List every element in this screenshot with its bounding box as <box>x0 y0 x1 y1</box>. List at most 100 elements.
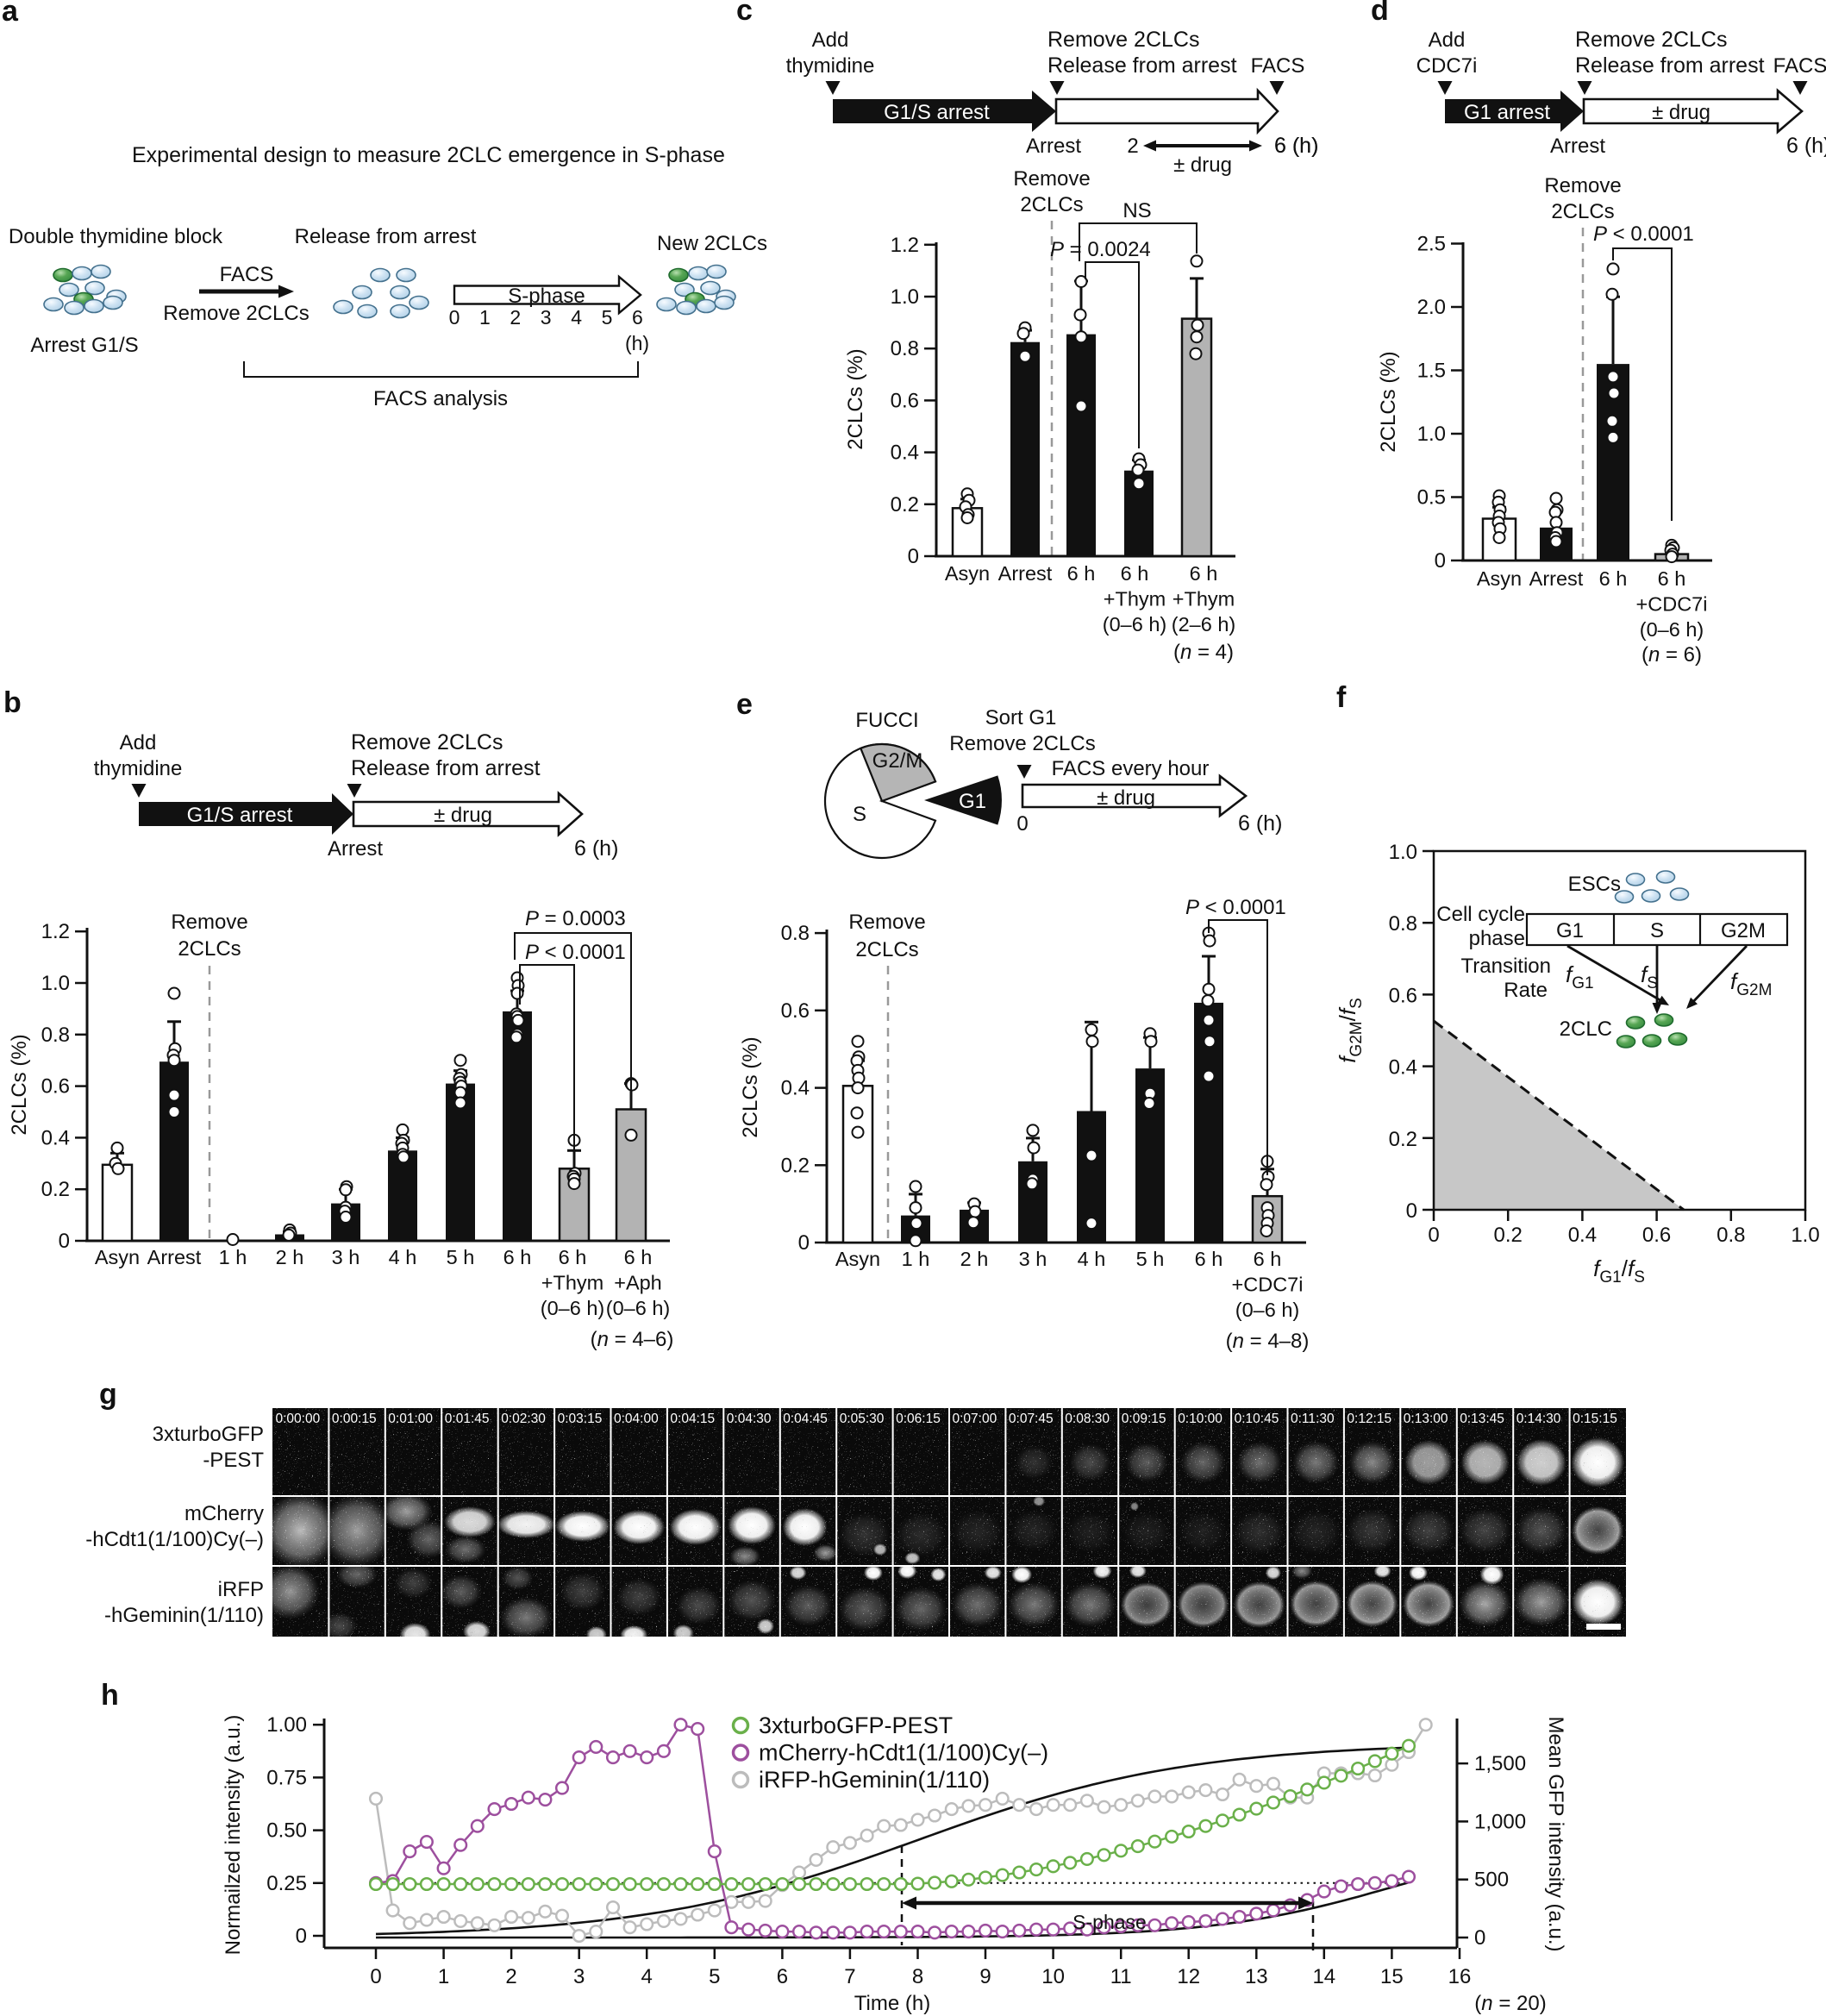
svg-text:(2–6 h): (2–6 h) <box>1172 613 1235 635</box>
svg-text:2 h: 2 h <box>276 1246 304 1268</box>
svg-text:2: 2 <box>510 306 521 329</box>
svg-text:P < 0.0001: P < 0.0001 <box>1593 222 1694 246</box>
svg-text:2 h: 2 h <box>960 1248 989 1270</box>
svg-text:Rate: Rate <box>1504 979 1548 1002</box>
svg-text:0:00:15: 0:00:15 <box>332 1412 377 1426</box>
svg-text:0.6: 0.6 <box>41 1075 70 1099</box>
svg-text:3xturboGFP-PEST: 3xturboGFP-PEST <box>759 1712 953 1738</box>
svg-text:0.2: 0.2 <box>891 493 919 517</box>
svg-text:4: 4 <box>641 1965 653 1988</box>
svg-text:± drug: ± drug <box>1652 101 1710 124</box>
svg-text:0.2: 0.2 <box>1389 1128 1417 1151</box>
svg-text:Release from arrest: Release from arrest <box>295 225 477 248</box>
svg-text:6 (h): 6 (h) <box>1274 134 1318 158</box>
svg-text:Asyn: Asyn <box>835 1248 880 1270</box>
svg-text:thymidine: thymidine <box>94 757 183 780</box>
svg-text:0: 0 <box>1474 1926 1485 1950</box>
svg-text:FACS every hour: FACS every hour <box>1052 757 1210 780</box>
svg-text:6 h: 6 h <box>559 1246 587 1268</box>
svg-text:0:04:00: 0:04:00 <box>614 1412 659 1426</box>
svg-text:-hCdt1(1/100)Cy(–): -hCdt1(1/100)Cy(–) <box>85 1528 264 1551</box>
svg-text:0: 0 <box>296 1925 307 1948</box>
svg-text:6 h: 6 h <box>1121 562 1149 585</box>
svg-text:S-phase: S-phase <box>508 285 585 308</box>
svg-text:NS: NS <box>1122 199 1151 222</box>
svg-text:9: 9 <box>979 1965 991 1988</box>
svg-text:0.6: 0.6 <box>891 389 919 412</box>
svg-text:2CLCs (%): 2CLCs (%) <box>8 1034 31 1135</box>
svg-text:0: 0 <box>370 1965 381 1988</box>
svg-text:0:11:30: 0:11:30 <box>1291 1412 1335 1426</box>
svg-text:0: 0 <box>59 1230 70 1253</box>
svg-text:(0–6 h): (0–6 h) <box>606 1297 670 1319</box>
svg-text:± drug: ± drug <box>1097 786 1155 810</box>
svg-text:Remove 2CLCs: Remove 2CLCs <box>949 732 1095 755</box>
svg-text:1.0: 1.0 <box>1791 1224 1819 1247</box>
svg-text:6: 6 <box>777 1965 788 1988</box>
svg-text:h: h <box>101 1679 119 1712</box>
svg-text:2CLCs: 2CLCs <box>178 937 241 961</box>
svg-text:Arrest G1/S: Arrest G1/S <box>30 334 138 357</box>
svg-text:0:04:15: 0:04:15 <box>670 1412 715 1426</box>
svg-text:3xturboGFP: 3xturboGFP <box>153 1423 264 1446</box>
svg-text:2CLCs (%): 2CLCs (%) <box>739 1036 762 1137</box>
svg-text:3 h: 3 h <box>332 1246 360 1268</box>
svg-text:(0–6 h): (0–6 h) <box>541 1297 604 1319</box>
svg-text:(n = 4–8): (n = 4–8) <box>1226 1330 1310 1353</box>
svg-text:0:09:15: 0:09:15 <box>1122 1412 1166 1426</box>
svg-text:ESCs: ESCs <box>1568 873 1621 896</box>
svg-text:± drug: ± drug <box>1173 153 1232 177</box>
svg-text:fG2M/fS: fG2M/fS <box>1335 998 1366 1063</box>
svg-text:-hGeminin(1/110): -hGeminin(1/110) <box>104 1604 264 1627</box>
svg-text:2CLCs (%): 2CLCs (%) <box>1377 351 1400 452</box>
svg-text:6 (h): 6 (h) <box>1238 811 1282 836</box>
svg-text:Arrest: Arrest <box>1550 135 1605 158</box>
svg-text:1.0: 1.0 <box>41 972 70 995</box>
svg-text:0.8: 0.8 <box>1389 912 1417 936</box>
svg-text:(n = 4): (n = 4) <box>1173 641 1234 664</box>
svg-text:thymidine: thymidine <box>786 54 875 78</box>
svg-text:7: 7 <box>844 1965 855 1988</box>
svg-text:Remove: Remove <box>848 911 925 934</box>
svg-text:8: 8 <box>912 1965 923 1988</box>
svg-text:+Thym: +Thym <box>1173 588 1235 610</box>
svg-text:FUCCI: FUCCI <box>855 709 918 732</box>
svg-text:S-phase: S-phase <box>1072 1911 1147 1933</box>
svg-text:1.2: 1.2 <box>41 920 70 943</box>
svg-text:d: d <box>1371 0 1389 27</box>
svg-text:6 h: 6 h <box>1067 562 1096 585</box>
svg-text:0:03:15: 0:03:15 <box>558 1412 603 1426</box>
svg-text:iRFP-hGeminin(1/110): iRFP-hGeminin(1/110) <box>759 1767 990 1793</box>
svg-text:0:07:45: 0:07:45 <box>1009 1412 1054 1426</box>
svg-text:1.0: 1.0 <box>1417 423 1446 446</box>
svg-text:(n = 20): (n = 20) <box>1474 1992 1546 2015</box>
svg-text:(n = 6): (n = 6) <box>1642 643 1702 667</box>
svg-text:Remove: Remove <box>171 911 247 934</box>
svg-text:0.2: 0.2 <box>41 1178 70 1201</box>
svg-text:0.4: 0.4 <box>781 1077 810 1100</box>
svg-text:G1 arrest: G1 arrest <box>1464 101 1550 124</box>
svg-text:1 h: 1 h <box>219 1246 247 1268</box>
svg-text:Mean GFP intensity (a.u.): Mean GFP intensity (a.u.) <box>1544 1717 1567 1952</box>
svg-text:0: 0 <box>449 306 460 329</box>
svg-text:Arrest: Arrest <box>147 1246 202 1268</box>
svg-text:0:06:15: 0:06:15 <box>896 1412 941 1426</box>
svg-text:0.50: 0.50 <box>266 1819 307 1843</box>
svg-text:CDC7i: CDC7i <box>1416 54 1478 78</box>
svg-text:6: 6 <box>632 306 643 329</box>
svg-text:FACS: FACS <box>1251 54 1305 78</box>
svg-text:1: 1 <box>438 1965 449 1988</box>
svg-text:Release from arrest: Release from arrest <box>351 756 541 780</box>
svg-text:6 h: 6 h <box>1599 567 1628 590</box>
svg-text:Remove 2CLCs: Remove 2CLCs <box>163 302 309 325</box>
svg-text:0.8: 0.8 <box>41 1024 70 1047</box>
svg-text:(0–6 h): (0–6 h) <box>1103 613 1166 635</box>
svg-text:11: 11 <box>1110 1965 1132 1988</box>
svg-text:fG1: fG1 <box>1566 961 1594 992</box>
svg-text:0.8: 0.8 <box>781 922 810 945</box>
svg-text:6 (h): 6 (h) <box>574 836 618 861</box>
svg-text:0:01:00: 0:01:00 <box>388 1412 433 1426</box>
svg-text:6 (h): 6 (h) <box>1786 134 1826 158</box>
svg-text:Arrest: Arrest <box>1026 135 1081 158</box>
svg-text:0:15:15: 0:15:15 <box>1573 1412 1617 1426</box>
